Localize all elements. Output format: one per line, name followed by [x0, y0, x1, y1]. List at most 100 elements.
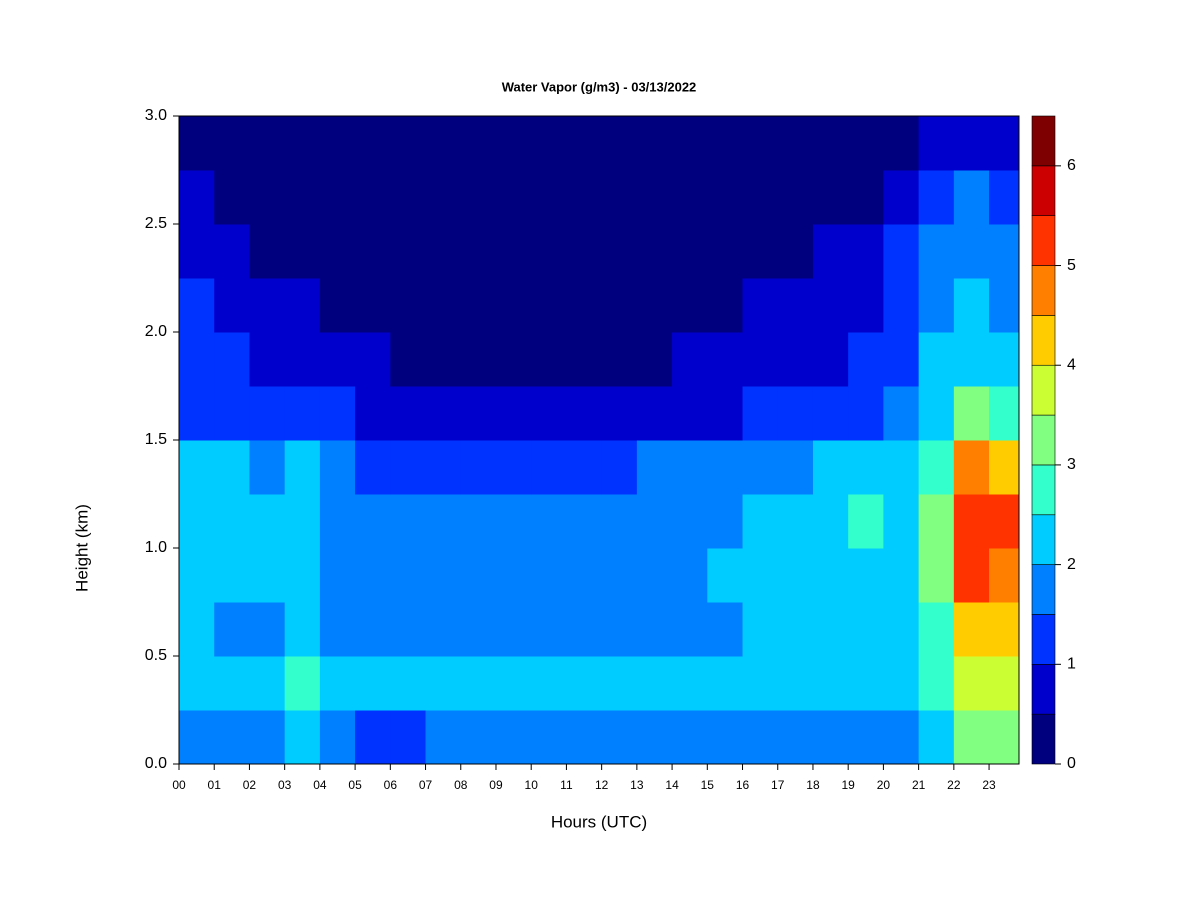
contour-cell	[707, 494, 744, 549]
contour-cell	[883, 548, 920, 603]
contour-cell	[777, 278, 814, 333]
contour-cell	[742, 386, 779, 441]
contour-cell	[707, 116, 744, 171]
contour-cell	[636, 386, 673, 441]
contour-cell	[495, 386, 532, 441]
contour-cell	[425, 710, 462, 764]
contour-cell	[918, 656, 955, 711]
x-tick-label: 09	[489, 778, 503, 792]
contour-cell	[672, 224, 708, 279]
contour-cell	[214, 548, 250, 603]
contour-cell	[672, 278, 708, 333]
contour-cell	[918, 170, 955, 225]
contour-cell	[495, 224, 532, 279]
contour-cell	[777, 548, 814, 603]
contour-cell	[390, 602, 427, 657]
contour-cell	[355, 656, 391, 711]
contour-cell	[355, 332, 391, 387]
contour-cell	[601, 278, 638, 333]
contour-cell	[672, 710, 708, 764]
contour-cell	[883, 602, 920, 657]
contour-cell	[214, 278, 250, 333]
contour-cell	[179, 278, 215, 333]
contour-cell	[249, 224, 286, 279]
colorbar-tick-label: 5	[1067, 257, 1076, 274]
contour-cell	[249, 332, 286, 387]
contour-cell	[636, 116, 673, 171]
contour-cell	[989, 656, 1019, 711]
contour-cell	[495, 710, 532, 764]
contour-cell	[531, 332, 567, 387]
contour-cell	[848, 548, 884, 603]
contour-cell	[284, 656, 321, 711]
colorbar-swatch	[1031, 115, 1056, 167]
colorbar-tick-label: 3	[1067, 456, 1076, 473]
contour-cell	[355, 548, 391, 603]
contour-cell	[953, 602, 990, 657]
contour-cell	[284, 278, 321, 333]
contour-cell	[425, 224, 462, 279]
x-axis-label: Hours (UTC)	[551, 812, 647, 831]
contour-cell	[989, 170, 1019, 225]
contour-cell	[777, 170, 814, 225]
contour-cell	[918, 440, 955, 495]
contour-cell	[918, 548, 955, 603]
contour-cell	[566, 656, 603, 711]
colorbar-swatch	[1031, 664, 1056, 715]
contour-cell	[601, 224, 638, 279]
contour-cell	[883, 494, 920, 549]
contour-cell	[636, 278, 673, 333]
contour-cell	[989, 710, 1019, 764]
contour-cell	[812, 170, 849, 225]
colorbar-swatch	[1031, 464, 1056, 516]
x-tick-label: 23	[982, 778, 996, 792]
contour-cell	[214, 386, 250, 441]
colorbar-swatch	[1031, 614, 1056, 665]
x-tick-label: 04	[313, 778, 327, 792]
contour-cell	[495, 494, 532, 549]
contour-cell	[284, 386, 321, 441]
contour-cell	[777, 440, 814, 495]
contour-cell	[249, 602, 286, 657]
contour-cell	[777, 602, 814, 657]
contour-cell	[460, 278, 497, 333]
contour-cell	[742, 602, 779, 657]
contour-cell	[566, 494, 603, 549]
contour-cell	[179, 710, 215, 764]
contour-cell	[319, 548, 356, 603]
contour-cell	[566, 440, 603, 495]
contour-cell	[495, 332, 532, 387]
contour-cell	[460, 494, 497, 549]
contour-cell	[742, 440, 779, 495]
contour-cell	[566, 602, 603, 657]
contour-cell	[531, 656, 567, 711]
contour-cell	[319, 332, 356, 387]
contour-cell	[179, 656, 215, 711]
x-tick-label: 18	[806, 778, 820, 792]
contour-cell	[601, 656, 638, 711]
contour-cell	[989, 548, 1019, 603]
contour-cell	[495, 602, 532, 657]
contour-cell	[953, 332, 990, 387]
x-tick-label: 14	[665, 778, 679, 792]
contour-cell	[777, 224, 814, 279]
x-tick-label: 21	[912, 778, 926, 792]
contour-cell	[848, 278, 884, 333]
contour-cell	[179, 440, 215, 495]
contour-cell	[179, 224, 215, 279]
colorbar-swatch	[1031, 265, 1056, 316]
contour-cell	[319, 116, 356, 171]
contour-cell	[636, 224, 673, 279]
x-tick-label: 10	[525, 778, 539, 792]
contour-cell	[601, 602, 638, 657]
contour-cell	[883, 278, 920, 333]
contour-cell	[425, 170, 462, 225]
contour-cell	[742, 170, 779, 225]
contour-cell	[531, 224, 567, 279]
contour-cell	[953, 224, 990, 279]
y-tick-label: 0.0	[145, 755, 167, 772]
contour-cell	[953, 116, 990, 171]
contour-cell	[953, 278, 990, 333]
contour-cell	[848, 656, 884, 711]
